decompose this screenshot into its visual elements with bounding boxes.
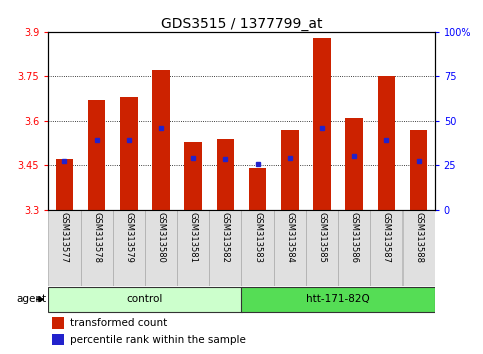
Text: GSM313578: GSM313578 <box>92 212 101 263</box>
Bar <box>242 210 274 286</box>
Bar <box>249 168 267 210</box>
Bar <box>81 210 113 286</box>
Title: GDS3515 / 1377799_at: GDS3515 / 1377799_at <box>161 17 322 31</box>
Bar <box>177 210 209 286</box>
Bar <box>402 210 435 286</box>
Text: htt-171-82Q: htt-171-82Q <box>306 295 370 304</box>
Bar <box>378 76 395 210</box>
Text: GSM313577: GSM313577 <box>60 212 69 263</box>
Bar <box>313 38 331 210</box>
Text: GSM313584: GSM313584 <box>285 212 294 263</box>
Text: percentile rank within the sample: percentile rank within the sample <box>70 335 245 345</box>
Text: GSM313583: GSM313583 <box>253 212 262 263</box>
Text: GSM313588: GSM313588 <box>414 212 423 263</box>
Bar <box>274 210 306 286</box>
Bar <box>152 70 170 210</box>
Text: GSM313580: GSM313580 <box>156 212 166 263</box>
Bar <box>52 317 64 329</box>
Bar <box>216 138 234 210</box>
Text: GSM313586: GSM313586 <box>350 212 359 263</box>
Bar <box>306 210 338 286</box>
Bar <box>52 334 64 345</box>
Text: transformed count: transformed count <box>70 318 167 328</box>
Text: GSM313581: GSM313581 <box>189 212 198 263</box>
Bar <box>185 142 202 210</box>
Bar <box>113 210 145 286</box>
Text: GSM313585: GSM313585 <box>317 212 327 263</box>
Bar <box>145 210 177 286</box>
Bar <box>345 118 363 210</box>
Bar <box>338 210 370 286</box>
Bar <box>410 130 427 210</box>
Text: control: control <box>127 295 163 304</box>
Bar <box>56 159 73 210</box>
Bar <box>48 210 81 286</box>
Text: GSM313582: GSM313582 <box>221 212 230 263</box>
Text: GSM313579: GSM313579 <box>124 212 133 263</box>
Bar <box>281 130 298 210</box>
Bar <box>88 100 105 210</box>
Bar <box>242 287 435 313</box>
Text: GSM313587: GSM313587 <box>382 212 391 263</box>
Bar <box>48 287 242 313</box>
Bar <box>120 97 138 210</box>
Text: agent: agent <box>16 295 47 304</box>
Bar <box>209 210 242 286</box>
Bar <box>370 210 402 286</box>
